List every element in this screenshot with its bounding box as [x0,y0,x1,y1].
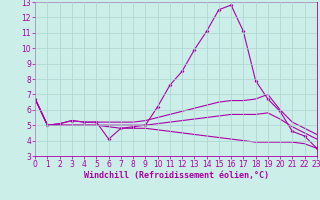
X-axis label: Windchill (Refroidissement éolien,°C): Windchill (Refroidissement éolien,°C) [84,171,268,180]
